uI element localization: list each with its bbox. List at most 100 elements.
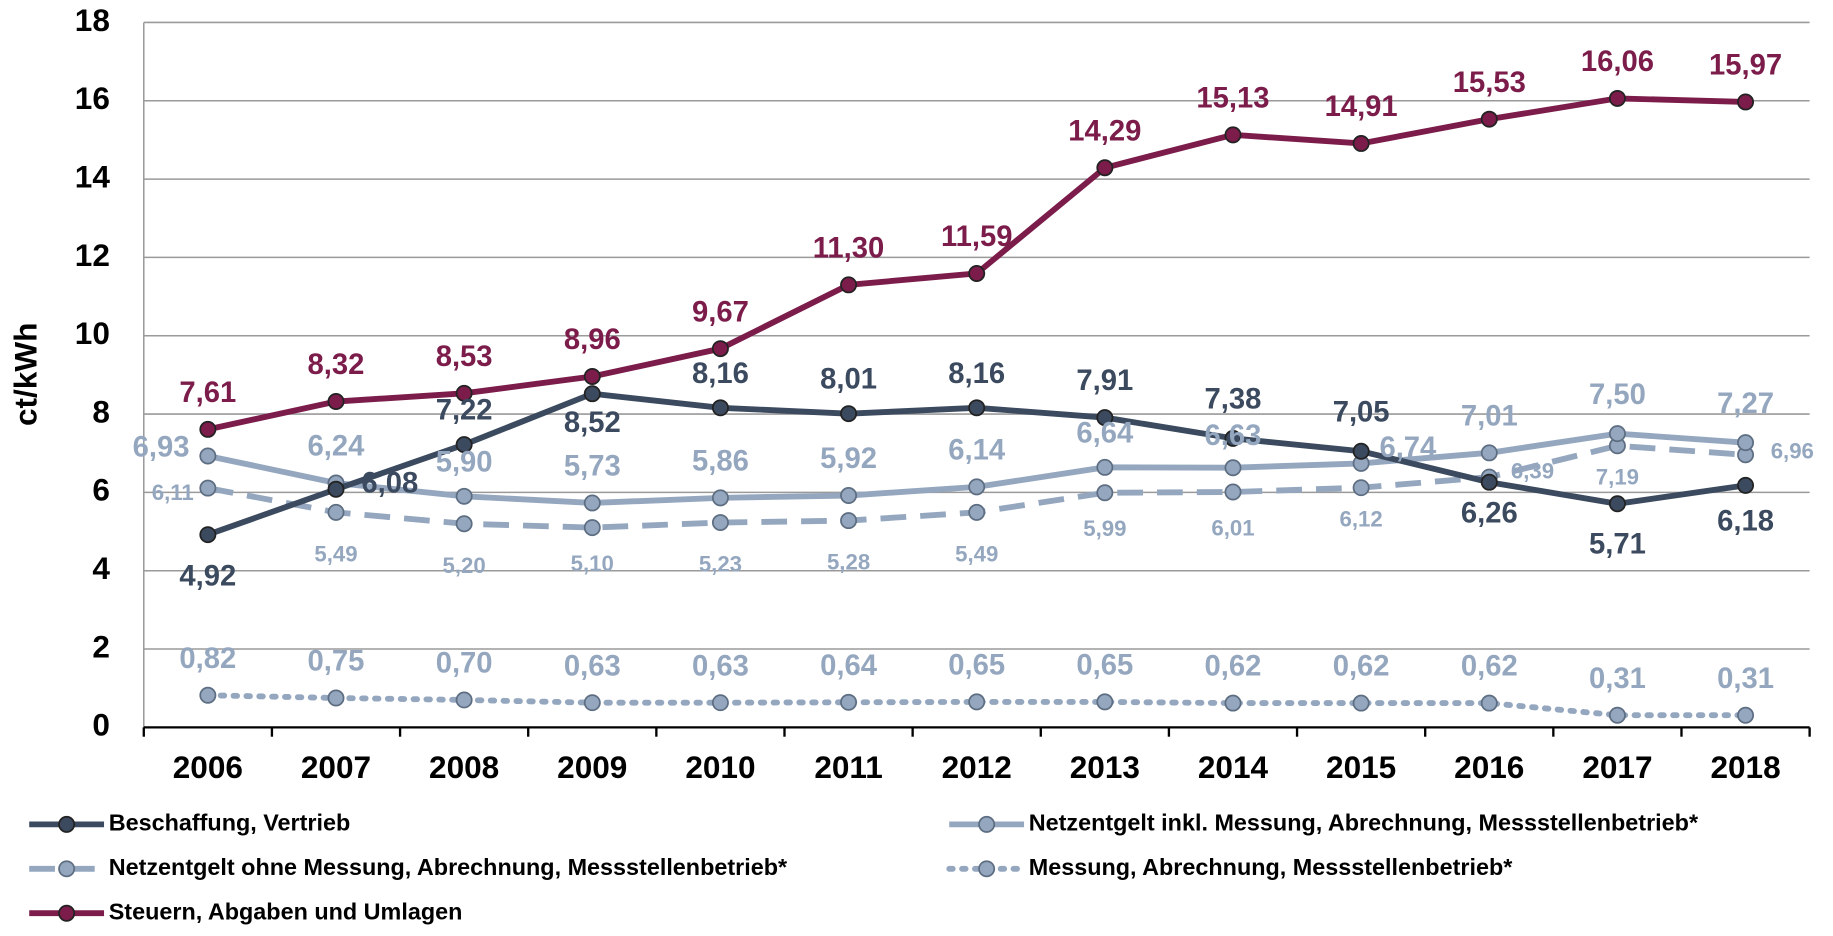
data-label: 5,10	[571, 551, 614, 576]
data-label: 7,01	[1461, 400, 1518, 432]
data-label: 0,31	[1717, 663, 1774, 695]
legend-marker	[58, 860, 76, 878]
legend-marker	[58, 904, 76, 922]
data-label: 7,05	[1333, 397, 1390, 429]
legend-label: Netzentgelt ohne Messung, Abrechnung, Me…	[109, 854, 788, 880]
data-label: 7,91	[1076, 365, 1133, 397]
data-point	[711, 514, 729, 532]
data-label: 6,39	[1511, 458, 1554, 483]
data-label: 5,28	[827, 550, 870, 575]
data-label: 16,06	[1581, 46, 1654, 78]
data-point	[1224, 126, 1242, 144]
data-point	[455, 384, 473, 402]
data-point	[711, 399, 729, 417]
x-tick-label: 2008	[429, 749, 499, 785]
x-tick-label: 2010	[685, 749, 755, 785]
data-label: 7,38	[1205, 384, 1262, 416]
data-point	[968, 264, 986, 282]
data-label: 0,82	[179, 643, 236, 675]
data-label: 9,67	[692, 296, 749, 328]
data-label: 6,08	[361, 467, 418, 499]
legend-label: Steuern, Abgaben und Umlagen	[109, 898, 463, 924]
data-point	[327, 393, 345, 411]
data-label: 15,13	[1196, 82, 1269, 114]
data-label: 8,16	[692, 358, 749, 390]
data-point	[1224, 459, 1242, 477]
y-tick-label: 8	[92, 393, 110, 429]
data-point	[1224, 429, 1242, 447]
data-label: 14,91	[1325, 91, 1398, 123]
data-point	[455, 691, 473, 709]
data-label: 5,99	[1083, 516, 1126, 541]
data-label: 6,96	[1771, 438, 1814, 463]
legend-label: Messung, Abrechnung, Messstellenbetrieb*	[1029, 854, 1514, 880]
data-point	[1480, 694, 1498, 712]
data-point	[840, 405, 858, 423]
data-point	[327, 480, 345, 498]
data-point	[1352, 479, 1370, 497]
data-label: 0,75	[308, 646, 365, 678]
data-point	[1737, 476, 1755, 494]
data-label: 5,49	[314, 541, 357, 566]
data-point	[199, 447, 217, 465]
data-label: 7,27	[1717, 388, 1774, 420]
data-label: 11,30	[813, 232, 885, 264]
data-label: 15,97	[1709, 50, 1782, 82]
data-label: 0,64	[820, 650, 878, 682]
data-label: 0,31	[1589, 663, 1646, 695]
x-tick-label: 2009	[557, 749, 627, 785]
data-label: 5,92	[820, 443, 877, 475]
data-label: 5,73	[564, 451, 621, 483]
y-tick-label: 4	[92, 550, 110, 586]
data-point	[1480, 110, 1498, 128]
data-point	[1480, 473, 1498, 491]
data-label: 5,86	[692, 446, 749, 478]
data-point	[968, 503, 986, 521]
data-point	[1608, 425, 1626, 443]
data-label: 0,63	[564, 650, 621, 682]
data-point	[968, 478, 986, 496]
y-tick-label: 18	[75, 2, 110, 38]
legend-marker	[978, 860, 996, 878]
data-point	[1352, 134, 1370, 152]
x-tick-label: 2017	[1582, 749, 1652, 785]
data-label: 4,92	[179, 561, 236, 593]
data-point	[199, 686, 217, 704]
data-label: 8,32	[308, 349, 365, 381]
x-tick-label: 2007	[301, 749, 371, 785]
y-tick-label: 14	[75, 158, 111, 194]
y-tick-label: 10	[75, 315, 110, 351]
data-point	[1096, 458, 1114, 476]
data-point	[1352, 694, 1370, 712]
data-point	[583, 519, 601, 537]
data-label: 5,20	[443, 553, 486, 578]
data-label: 0,62	[1205, 651, 1262, 683]
data-point	[968, 399, 986, 417]
data-label: 7,50	[1589, 379, 1646, 411]
data-label: 7,19	[1596, 464, 1639, 489]
data-point	[455, 515, 473, 533]
y-tick-label: 12	[75, 237, 110, 273]
data-label: 6,64	[1076, 417, 1134, 449]
data-point	[840, 693, 858, 711]
legend-label: Beschaffung, Vertrieb	[109, 810, 351, 836]
data-label: 5,71	[1589, 529, 1646, 561]
data-point	[711, 694, 729, 712]
data-point	[1608, 706, 1626, 724]
data-point	[1096, 159, 1114, 177]
data-point	[455, 487, 473, 505]
legend-marker	[58, 815, 76, 833]
data-label: 0,65	[1076, 650, 1133, 682]
data-point	[1352, 442, 1370, 460]
data-point	[968, 693, 986, 711]
data-point	[199, 479, 217, 497]
data-label: 5,49	[955, 541, 998, 566]
data-label: 6,01	[1211, 515, 1254, 540]
data-label: 15,53	[1453, 67, 1526, 99]
data-point	[583, 494, 601, 512]
data-label: 0,63	[692, 650, 749, 682]
data-point	[455, 436, 473, 454]
data-label: 8,01	[820, 364, 877, 396]
x-tick-label: 2015	[1326, 749, 1396, 785]
